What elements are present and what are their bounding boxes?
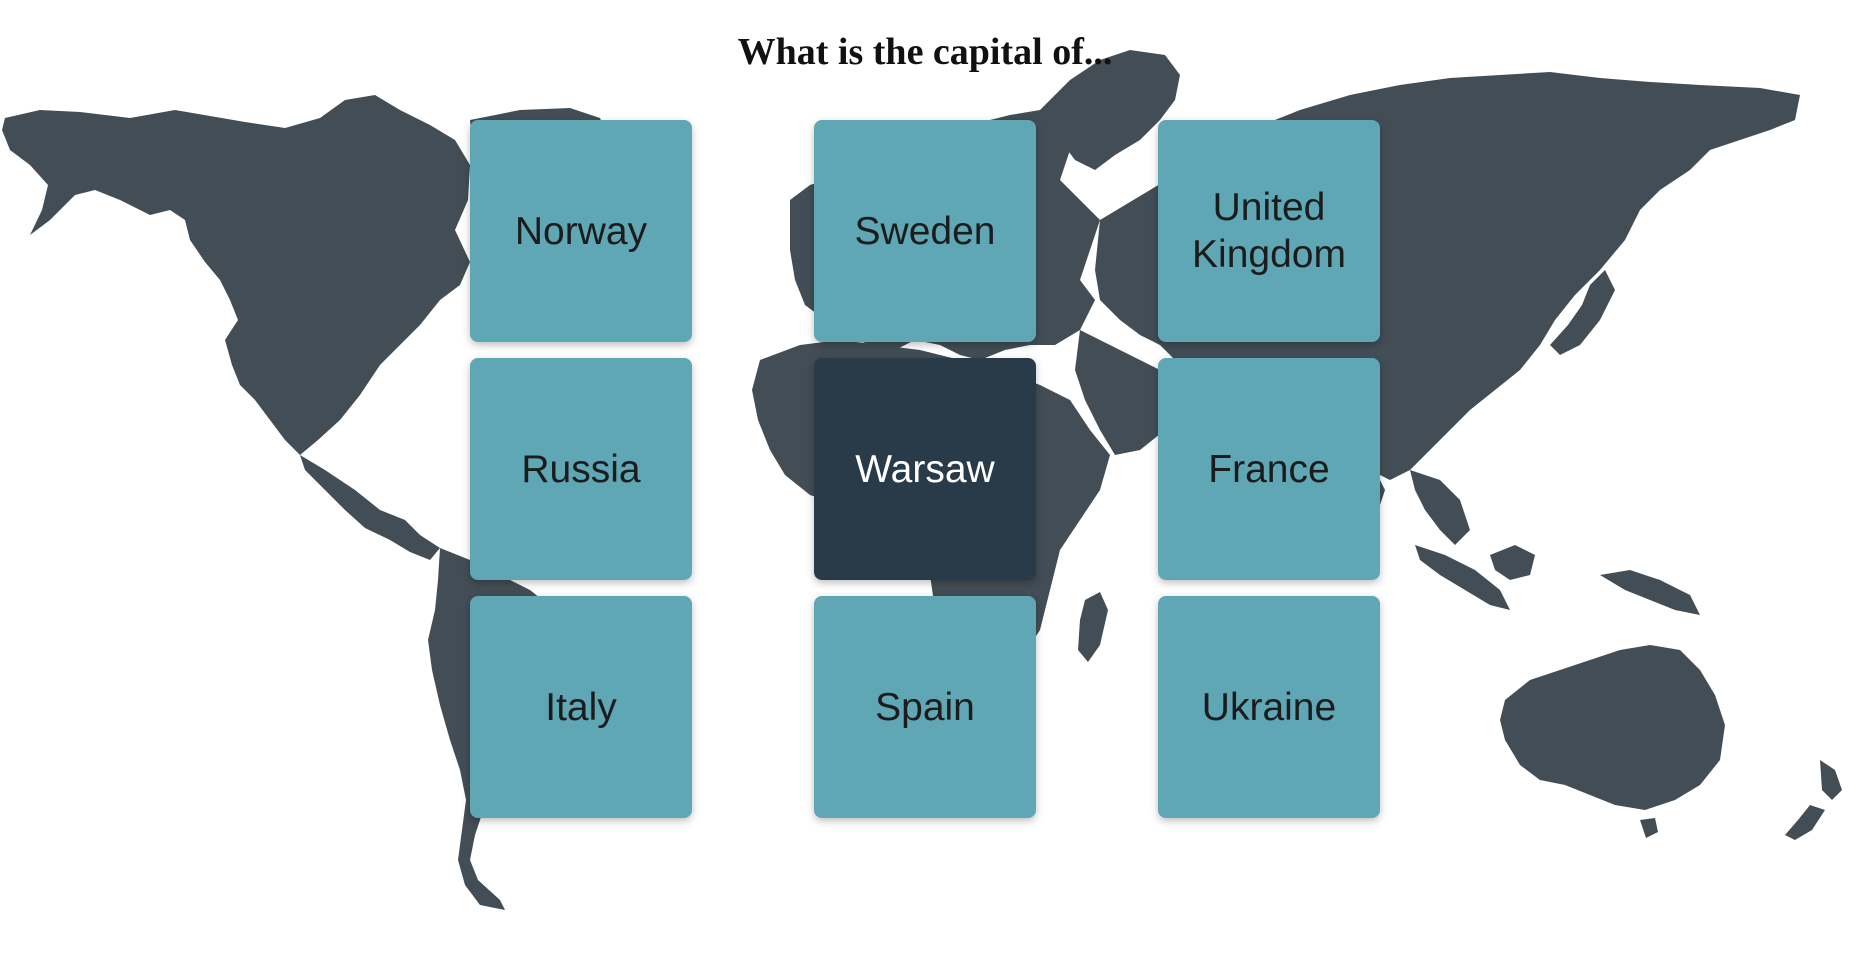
map-borneo	[1490, 545, 1535, 580]
answer-card-norway[interactable]: Norway	[470, 120, 692, 342]
map-new-zealand-south	[1785, 805, 1825, 840]
answer-card-italy[interactable]: Italy	[470, 596, 692, 818]
map-scandinavia	[1040, 50, 1180, 170]
map-japan	[1550, 270, 1615, 355]
map-australia	[1500, 645, 1725, 810]
answer-card-ukraine[interactable]: Ukraine	[1158, 596, 1380, 818]
map-southeast-asia	[1410, 470, 1470, 545]
answer-card-warsaw-selected[interactable]: Warsaw	[814, 358, 1036, 580]
map-tasmania	[1640, 818, 1658, 838]
map-north-america	[2, 95, 470, 455]
map-central-america	[300, 455, 440, 560]
answer-card-sweden[interactable]: Sweden	[814, 120, 1036, 342]
map-madagascar	[1078, 592, 1108, 662]
map-uk	[792, 198, 818, 238]
answer-card-united-kingdom[interactable]: United Kingdom	[1158, 120, 1380, 342]
answer-card-france[interactable]: France	[1158, 358, 1380, 580]
map-new-zealand	[1820, 760, 1842, 800]
question-title: What is the capital of...	[737, 31, 1113, 73]
answer-card-spain[interactable]: Spain	[814, 596, 1036, 818]
map-indonesia	[1415, 545, 1510, 610]
answer-card-russia[interactable]: Russia	[470, 358, 692, 580]
map-new-guinea	[1600, 570, 1700, 615]
map-middle-east	[1075, 330, 1180, 455]
